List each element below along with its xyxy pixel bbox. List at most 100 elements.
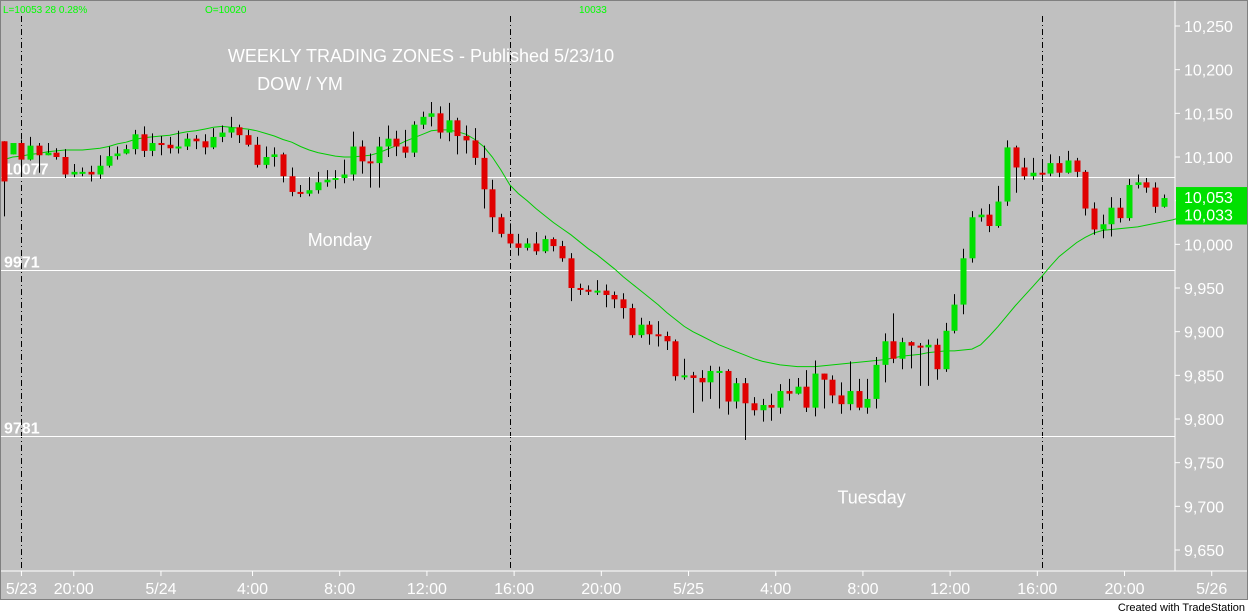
candle-body [411,124,418,153]
candle-body [655,334,662,337]
candle-body [1082,171,1089,209]
candle-body [202,141,209,148]
candle-body [132,134,139,150]
x-tick-label: 5/25 [673,581,704,598]
candle-body [263,157,270,165]
chart-title: WEEKLY TRADING ZONES - Published 5/23/10 [228,46,614,66]
y-tick-label: 10,200 [1184,63,1233,80]
y-tick-label: 9,850 [1184,368,1224,385]
candle-body [699,377,706,383]
candle-body [193,138,200,142]
candle-body [847,391,854,405]
candle-body [829,379,836,396]
candle-body [978,214,985,218]
candle-body [646,324,653,335]
candle-body [376,146,383,164]
candle-body [289,176,296,192]
candle-body [219,132,226,137]
candle-body [393,138,400,147]
candle-body [228,127,235,133]
candle-body [542,239,549,252]
candle-body [167,144,174,149]
candle-body [934,344,941,370]
candle-body [141,134,148,151]
candle-body [725,370,732,402]
candle-body [707,370,714,383]
candle-body [420,116,427,125]
x-tick-label: 12:00 [407,581,447,598]
candle-body [899,342,906,359]
annotation-label: Monday [308,230,372,250]
candle-body [890,341,897,359]
time-axis-area [1,571,1247,600]
candle-body [995,201,1002,226]
candle-body [254,144,261,165]
candle-body [297,191,304,194]
candle-body [271,154,278,157]
candle-body [1126,184,1133,219]
candle-body [760,405,767,411]
candle-body [359,146,366,162]
candle-body [864,398,871,408]
candle-body [620,299,627,309]
status-last: L=10053 28 0.28% [3,5,87,16]
price-axis-area [1175,1,1247,571]
candle-body [533,243,540,252]
candle-body [908,342,915,346]
candle-body [428,113,435,117]
candle-body [437,113,444,133]
candle-body [123,149,130,154]
y-tick-label: 9,900 [1184,325,1224,342]
candle-body [149,143,156,151]
candle-body [603,290,610,295]
candle-body [638,324,645,336]
candle-body [672,341,679,377]
x-tick-label: 16:00 [1017,581,1057,598]
y-tick-label: 10,250 [1184,19,1233,36]
candle-body [27,145,34,160]
candle-body [751,403,758,411]
candle-body [795,386,802,394]
candle-body [1152,187,1159,207]
candle-body [481,157,488,190]
candle-body [873,364,880,399]
y-tick-label: 9,950 [1184,281,1224,298]
candle-body [1,141,8,182]
candle-body [568,258,575,288]
candle-body [158,143,165,146]
candle-body [184,138,191,147]
candle-body [463,136,470,141]
ma-line [3,125,1199,368]
x-tick-label: 8:00 [847,581,878,598]
candle-body [36,145,43,156]
candle-body [803,386,810,408]
candle-body [245,135,252,145]
candle-body [489,189,496,218]
y-tick-label: 10,000 [1184,237,1233,254]
candle-body [524,243,531,248]
x-tick-label: 20:00 [581,581,621,598]
x-tick-label: 5/24 [145,581,176,598]
candle-body [925,344,932,348]
x-tick-label: 12:00 [930,581,970,598]
candle-body [611,294,618,300]
candle-body [18,143,25,160]
candle-body [960,258,967,305]
candle-body [1047,163,1054,174]
candle-body [79,171,86,174]
x-tick-label: 8:00 [324,581,355,598]
candle-body [1021,167,1028,177]
candle-body [515,243,522,248]
candle-body [71,171,78,175]
level-label: 9971 [4,255,40,272]
price-label-box [1176,187,1247,225]
candle-body [577,288,584,290]
candle-body [332,177,339,180]
candle-body [777,391,784,408]
candle-body [1108,207,1115,225]
candle-body [350,146,357,175]
candle-body [838,395,845,405]
candle-body [114,153,121,157]
x-tick-label: 20:00 [1104,581,1144,598]
